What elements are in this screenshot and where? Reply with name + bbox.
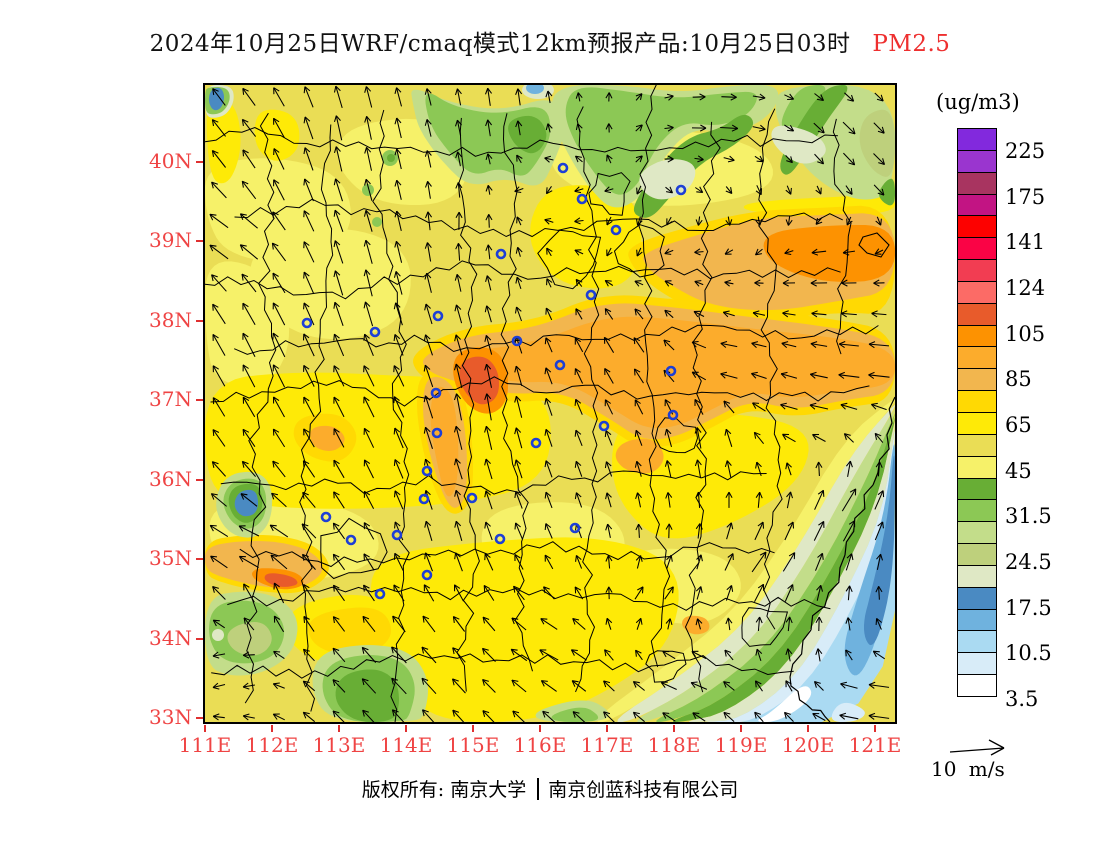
lon-tick-label: 111E [178,733,232,757]
colorbar-cell [957,499,997,523]
lat-tick-label: 39N [149,228,192,253]
contour-fill-layer [205,85,895,722]
colorbar-cell [957,390,997,413]
colorbar-tick-label: 225 [1005,139,1046,163]
colorbar-cell [957,280,997,304]
colorbar-cell [957,477,997,501]
lon-tick-label: 117E [580,733,634,757]
colorbar-cell [957,586,997,610]
lon-tick-mark [271,725,273,732]
wind-scale-arrow-icon [949,739,1005,756]
colorbar-tick-label: 3.5 [1005,687,1039,711]
colorbar-cell [957,237,997,261]
lon-tick-label: 116E [513,733,567,757]
lon-tick-mark [539,725,541,732]
lat-tick-mark [196,399,203,402]
lon-tick-mark [740,725,742,732]
page-title: 2024年10月25日WRF/cmaq模式12km预报产品:10月25日03时 … [0,24,1100,58]
map-frame [203,83,897,724]
lat-tick-label: 34N [149,625,192,650]
colorbar-tick-label: 141 [1005,230,1046,254]
lon-tick-label: 118E [647,733,701,757]
lat-tick-mark [196,717,203,719]
colorbar-cell [957,346,997,370]
lon-tick-mark [673,725,675,732]
colorbar-cell [957,149,997,173]
copyright-divider [537,778,540,800]
lat-tick-mark [196,558,203,561]
lat-tick-label: 38N [149,307,192,332]
lon-tick-mark [338,725,340,732]
lat-tick-label: 40N [149,149,192,173]
colorbar-tick-label: 105 [1005,322,1046,346]
colorbar-cell [957,324,997,348]
colorbar-tick-label: 124 [1005,276,1046,300]
colorbar-cell [957,193,997,217]
lon-tick-mark [874,725,876,732]
copyright-left: 版权所有: 南京大学 [361,779,527,801]
lat-tick-label: 35N [149,546,192,571]
colorbar-cell [957,368,997,392]
lon-tick-mark [606,725,608,732]
colorbar-tick-label: 85 [1005,367,1032,391]
lon-tick-label: 114E [379,733,433,757]
copyright-right: 南京创蓝科技有限公司 [548,779,739,801]
colorbar-tick-label: 65 [1005,413,1032,437]
colorbar-tick-label: 10.5 [1005,641,1052,665]
lat-tick-label: 36N [149,466,192,491]
colorbar-cell [957,215,997,239]
colorbar-tick-label: 175 [1005,185,1046,209]
wind-vector-layer [209,85,890,722]
colorbar-cell [957,128,997,151]
colorbar-cell [957,543,997,566]
colorbar-tick-label: 31.5 [1005,504,1052,528]
colorbar-cell [957,674,997,697]
copyright-footer: 版权所有: 南京大学 南京创蓝科技有限公司 [0,775,1100,802]
lat-tick-mark [196,319,203,322]
colorbar-tick-label: 17.5 [1005,596,1052,620]
lon-tick-label: 120E [781,733,835,757]
colorbar-cell [957,411,997,435]
wind-scale-label: 10 m/s [931,757,1005,781]
lon-tick-mark [204,725,206,732]
lon-tick-mark [807,725,809,732]
lon-tick-mark [472,725,474,732]
colorbar-cell [957,652,997,676]
lon-tick-label: 119E [714,733,768,757]
forecast-map [205,85,895,722]
city-markers-layer [301,162,687,600]
colorbar-unit-label: (ug/m3) [936,90,1020,114]
title-main: 2024年10月25日WRF/cmaq模式12km预报产品:10月25日03时 [149,31,851,57]
colorbar-cell [957,259,997,282]
lat-tick-mark [196,240,203,243]
lat-tick-mark [196,161,203,163]
colorbar-cell [957,455,997,479]
colorbar-cell [957,302,997,326]
lon-tick-label: 112E [245,733,299,757]
colorbar-cell [957,171,997,195]
province-boundaries-layer [205,85,895,722]
lat-tick-mark [196,478,203,481]
colorbar-tick-label: 45 [1005,459,1032,483]
colorbar-cell [957,521,997,545]
lon-tick-label: 115E [446,733,500,757]
lat-tick-label: 37N [149,387,192,412]
colorbar-cell [957,630,997,654]
colorbar-cell [957,564,997,588]
lon-tick-label: 113E [312,733,366,757]
lat-tick-mark [196,637,203,640]
colorbar [957,128,997,697]
lon-tick-label: 121E [848,733,902,757]
colorbar-cell [957,433,997,457]
colorbar-tick-label: 24.5 [1005,550,1052,574]
lon-tick-mark [405,725,407,732]
title-pollutant-label: PM2.5 [872,31,951,57]
lat-tick-label: 33N [149,705,192,729]
colorbar-cell [957,608,997,632]
